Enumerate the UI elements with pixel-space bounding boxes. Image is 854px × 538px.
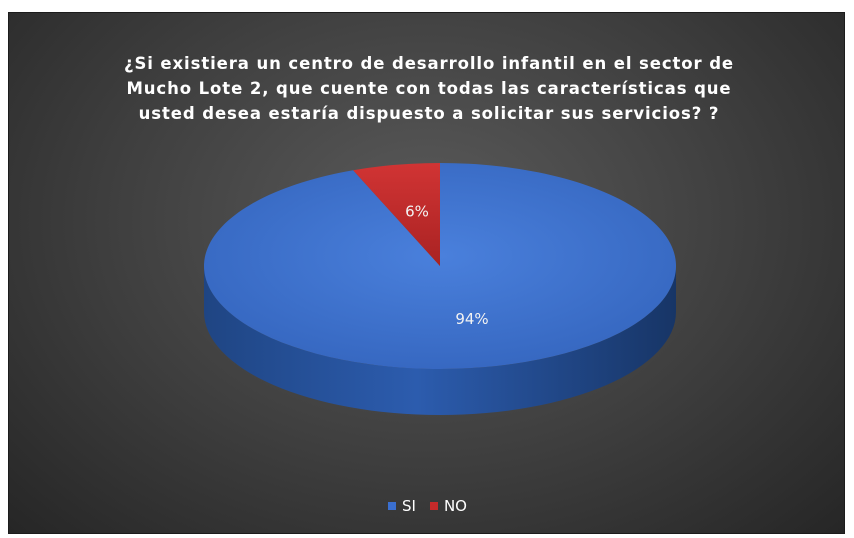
legend: SI NO (9, 497, 846, 515)
pie-slice-no (353, 163, 440, 266)
pie-side-wall (204, 266, 676, 415)
legend-swatch-no (429, 502, 438, 510)
data-label-si: 94% (455, 310, 488, 328)
chart-title: ¿Si existiera un centro de desarrollo in… (123, 54, 735, 123)
pie-slice-si (203, 163, 676, 369)
data-label-no: 6% (405, 202, 429, 220)
legend-label-no: NO (443, 497, 467, 515)
legend-item-si: SI (388, 497, 416, 515)
pie-chart: 94% 6% (203, 163, 676, 415)
legend-label-si: SI (402, 497, 416, 515)
legend-swatch-si (388, 502, 396, 510)
legend-item-no: NO (429, 497, 467, 515)
chart-area: ¿Si existiera un centro de desarrollo in… (8, 12, 845, 534)
